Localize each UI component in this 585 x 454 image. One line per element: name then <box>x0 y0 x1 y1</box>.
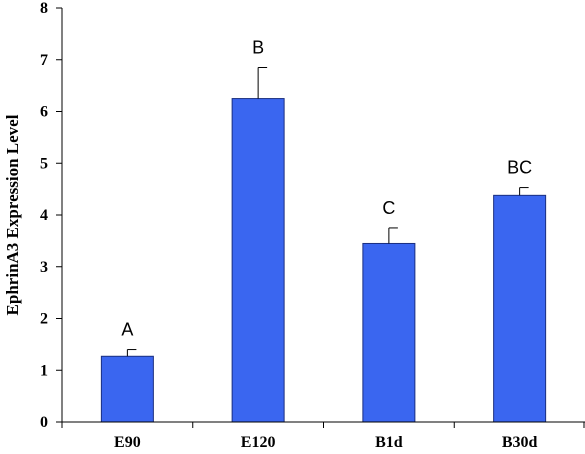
y-tick-label: 0 <box>40 414 48 431</box>
significance-label-b1d: C <box>382 198 395 218</box>
y-tick-label: 6 <box>40 104 48 121</box>
y-tick-label: 7 <box>40 52 48 69</box>
x-tick-label-b30d: B30d <box>502 434 538 451</box>
x-axis-ticks: E90 E120 B1d B30d <box>61 422 585 451</box>
x-tick-label-e90: E90 <box>114 434 141 451</box>
error-bars-group <box>126 67 529 357</box>
x-tick-label-b1d: B1d <box>375 434 403 451</box>
y-tick-label: 4 <box>40 207 48 224</box>
bar-b1d <box>362 242 416 423</box>
x-tick-label-e120: E120 <box>241 434 276 451</box>
bar-e90 <box>100 355 154 423</box>
y-tick-label: 5 <box>40 155 48 172</box>
significance-label-e120: B <box>252 38 264 58</box>
bar-e120 <box>231 98 285 423</box>
y-axis-title: EphrinA3 Expression Level <box>3 114 22 315</box>
bars-group <box>100 98 547 423</box>
significance-label-e90: A <box>121 320 133 340</box>
y-axis-ticks: 0 1 2 3 4 5 6 7 8 <box>40 0 62 431</box>
significance-label-b30d: BC <box>507 158 532 178</box>
y-tick-label: 2 <box>40 311 48 328</box>
bar-b30d <box>493 194 547 423</box>
y-tick-label: 1 <box>40 362 48 379</box>
y-tick-label: 8 <box>40 0 48 17</box>
y-tick-label: 3 <box>40 259 48 276</box>
